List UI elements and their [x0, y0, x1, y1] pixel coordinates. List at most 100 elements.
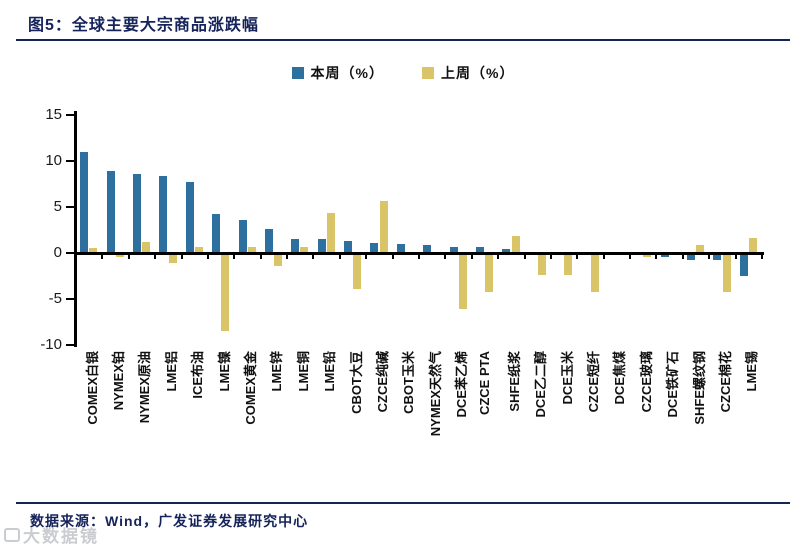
x-category-label: NYMEX天然气 [427, 351, 443, 437]
bar-last-week [326, 212, 335, 253]
x-category-label: CBOT玉米 [401, 351, 417, 414]
x-axis-tick [681, 253, 684, 259]
x-category-label: DCE苯乙烯 [454, 351, 470, 418]
bar-last-week [564, 253, 573, 276]
x-axis-tick [206, 253, 209, 259]
x-category-label: CZCE玻璃 [638, 351, 654, 413]
last-week-swatch-icon [422, 67, 434, 79]
bar-this-week [475, 247, 484, 253]
x-axis-tick [259, 253, 262, 259]
y-axis-tick [66, 206, 74, 208]
x-axis-tick [470, 253, 473, 259]
bar-last-week [590, 253, 599, 292]
bar-last-week [511, 235, 520, 253]
bar-this-week [344, 241, 353, 253]
bar-this-week [713, 253, 722, 261]
x-category-label: CZCE棉花 [717, 351, 733, 413]
x-axis-tick [497, 253, 500, 259]
bar-this-week [739, 253, 748, 276]
x-axis-tick [549, 253, 552, 259]
bar-this-week [212, 214, 221, 253]
x-axis-tick [180, 253, 183, 259]
x-axis-tick [75, 253, 77, 259]
x-category-label: COMEX黄金 [243, 351, 258, 425]
x-category-label: CZCE纯碱 [374, 351, 390, 413]
watermark-logo-icon [4, 527, 20, 542]
x-category-label: DCE铁矿石 [665, 351, 681, 418]
x-axis-tick [365, 253, 368, 259]
y-axis-tick-label: -5 [48, 290, 62, 307]
x-category-label: LME锡 [744, 351, 760, 392]
x-category-label: LME锌 [269, 351, 285, 392]
x-axis-tick [338, 253, 341, 259]
bar-last-week [353, 253, 362, 289]
bar-last-week [115, 253, 124, 257]
bar-last-week [274, 253, 283, 266]
watermark-text: 大数据镜 [23, 527, 99, 546]
x-category-label: NYMEX原油 [137, 351, 153, 424]
x-axis-tick [708, 253, 711, 259]
x-category-label: LME铅 [322, 351, 338, 392]
y-axis-tick-label: 15 [45, 106, 62, 123]
x-axis-tick [602, 253, 605, 259]
data-source: 数据来源：Wind，广发证券发展研究中心 [30, 513, 309, 529]
x-axis-tick [761, 253, 763, 259]
x-axis-tick [629, 253, 632, 259]
x-axis-tick [154, 253, 157, 259]
y-axis-tick-label: 0 [53, 244, 62, 261]
bar-this-week [370, 242, 379, 253]
x-axis-tick [312, 253, 315, 259]
bar-last-week [749, 238, 757, 253]
watermark: 大数据镜 [4, 522, 99, 547]
bar-this-week [238, 219, 247, 253]
bar-last-week [194, 247, 203, 253]
legend: 本周（%） 上周（%） [0, 63, 806, 83]
x-axis-tick [576, 253, 579, 259]
bar-this-week [132, 173, 141, 253]
x-axis-tick [418, 253, 420, 259]
y-axis-tick [66, 298, 74, 300]
bar-this-week [502, 249, 511, 253]
bar-this-week [687, 253, 696, 261]
bar-last-week [142, 241, 151, 253]
bar-last-week [485, 253, 494, 292]
x-category-label: LME铜 [295, 351, 311, 392]
x-axis-tick [286, 253, 289, 259]
x-category-label: SHFE螺纹钢 [691, 351, 707, 425]
x-category-label: LME铝 [163, 351, 179, 392]
x-category-label: CZCE PTA [477, 351, 493, 416]
y-axis-line [74, 111, 77, 347]
bar-this-week [106, 171, 115, 253]
bar-last-week [300, 247, 309, 253]
bar-last-week [458, 253, 467, 310]
y-axis-tick [66, 344, 74, 346]
legend-item-this-week: 本周（%） [291, 63, 384, 83]
bar-last-week [221, 253, 230, 332]
bar-this-week [317, 239, 326, 253]
y-axis-tick-label: 10 [45, 152, 62, 169]
y-axis-tick [66, 160, 74, 162]
bar-this-week [291, 239, 300, 253]
x-category-label: DCE焦煤 [612, 351, 628, 405]
x-category-label: ICE布油 [190, 351, 206, 399]
last-week-label: 上周（%） [441, 65, 515, 81]
x-axis-tick [444, 253, 447, 259]
bar-last-week [247, 246, 256, 253]
x-category-label: DCE玉米 [559, 351, 575, 405]
x-axis-tick [233, 253, 236, 259]
footer-divider [16, 502, 790, 504]
y-axis-tick [66, 252, 74, 254]
x-axis-tick [655, 253, 658, 259]
bar-last-week [643, 253, 652, 257]
x-category-label: CZCE短纤 [586, 351, 601, 413]
bar-this-week [264, 229, 273, 253]
x-category-label: DCE乙二醇 [533, 351, 549, 418]
bar-last-week [722, 253, 731, 292]
bar-last-week [537, 253, 546, 276]
title-divider [16, 39, 790, 41]
x-category-label: SHFE纸浆 [506, 351, 522, 412]
bar-this-week [159, 175, 168, 253]
x-category-label: NYMEX铂 [111, 351, 127, 411]
y-axis-tick-label: 5 [53, 198, 62, 215]
